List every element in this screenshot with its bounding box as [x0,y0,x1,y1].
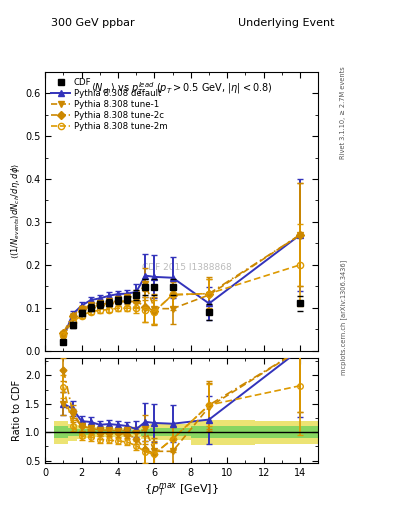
Legend: CDF, Pythia 8.308 default, Pythia 8.308 tune-1, Pythia 8.308 tune-2c, Pythia 8.3: CDF, Pythia 8.308 default, Pythia 8.308 … [50,76,169,133]
Y-axis label: Ratio to CDF: Ratio to CDF [12,380,22,441]
Text: $\langle N_{ch}\rangle$ vs $p_T^{lead}$ ($p_T > 0.5$ GeV, $|\eta| < 0.8$): $\langle N_{ch}\rangle$ vs $p_T^{lead}$ … [91,80,272,97]
Text: Rivet 3.1.10, ≥ 2.7M events: Rivet 3.1.10, ≥ 2.7M events [340,66,346,159]
Y-axis label: $\langle(1/N_{events}) dN_{ch}/d\eta, d\phi\rangle$: $\langle(1/N_{events}) dN_{ch}/d\eta, d\… [9,163,22,259]
Text: mcplots.cern.ch [arXiv:1306.3436]: mcplots.cern.ch [arXiv:1306.3436] [340,260,347,375]
Text: 300 GeV ppbar: 300 GeV ppbar [51,18,135,28]
Text: CDF 2015 I1388868: CDF 2015 I1388868 [142,263,232,271]
Text: Underlying Event: Underlying Event [237,18,334,28]
X-axis label: $\{p_T^{max}$ [GeV]$\}$: $\{p_T^{max}$ [GeV]$\}$ [144,481,219,498]
